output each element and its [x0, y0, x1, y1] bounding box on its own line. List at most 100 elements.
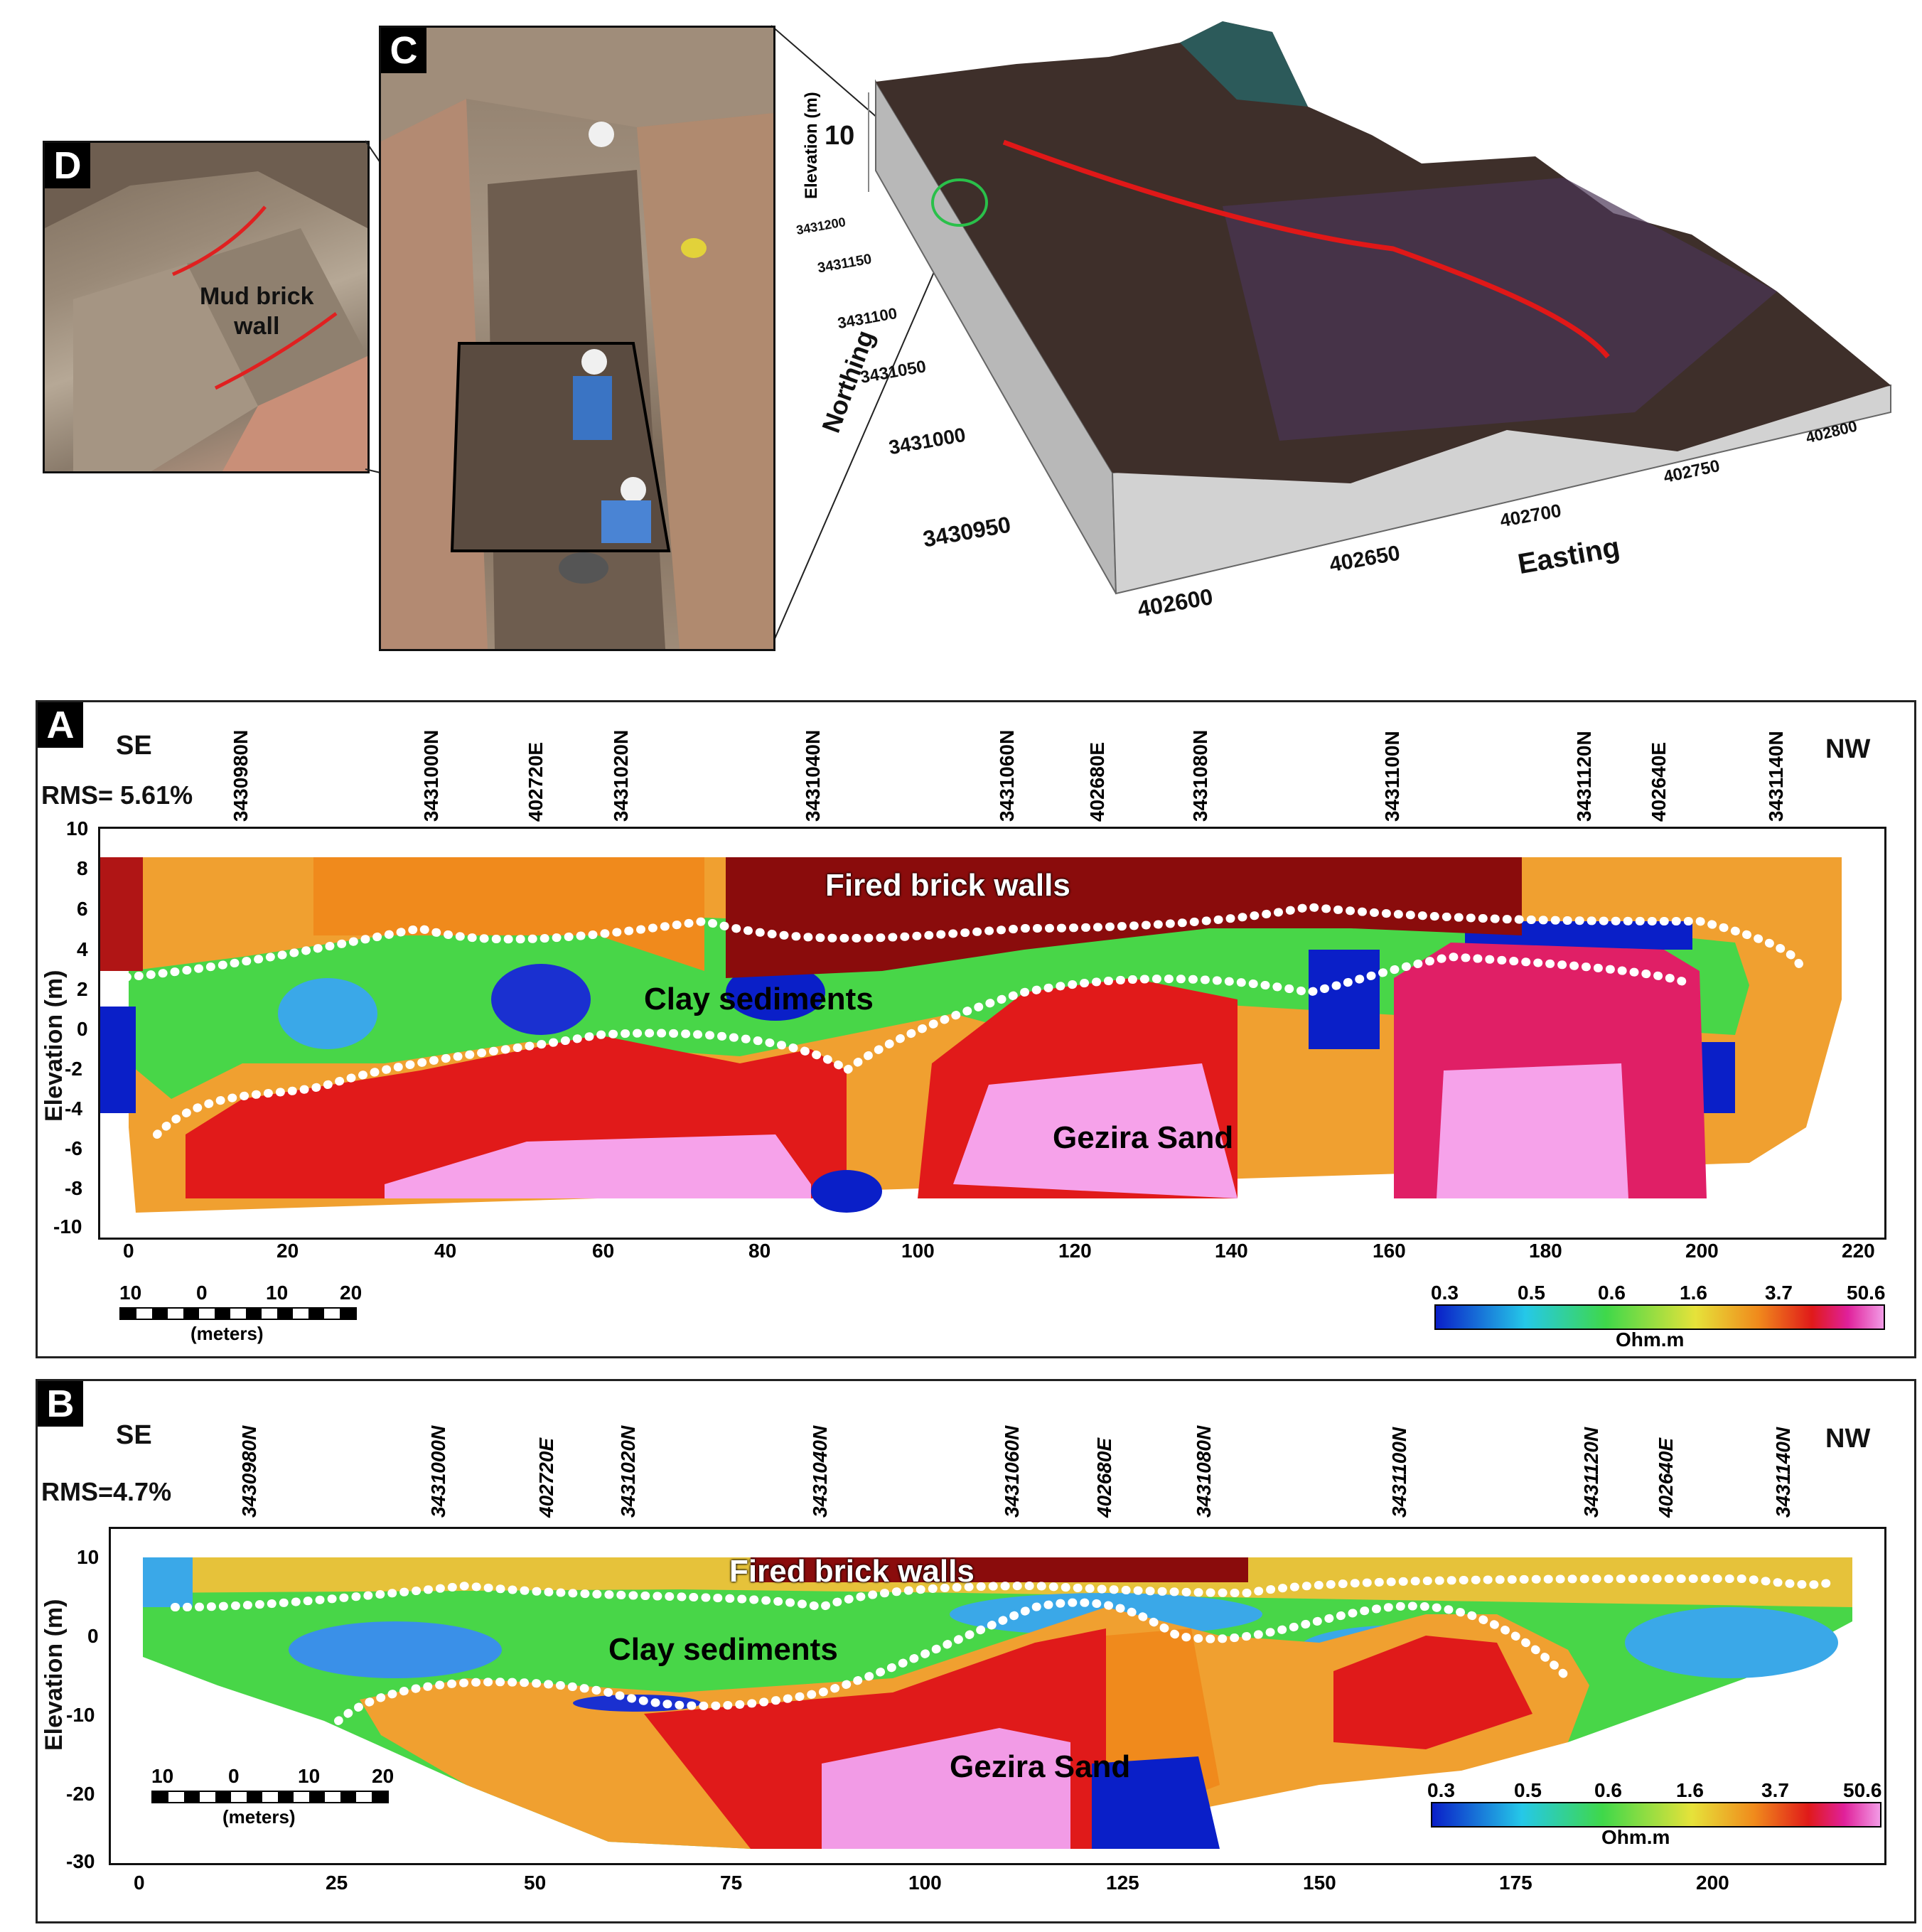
x-tick-b-6: 150 — [1303, 1872, 1336, 1894]
x-tick-b-8: 200 — [1696, 1872, 1729, 1894]
photo-d-illustration — [45, 143, 367, 471]
x-tick-a-1: 20 — [277, 1240, 299, 1262]
legend-b-3: 1.6 — [1676, 1779, 1704, 1801]
resistivity-section-b — [143, 1557, 1852, 1849]
legend-a-unit: Ohm.m — [1616, 1329, 1685, 1351]
coord-a-3: 3431020N — [610, 729, 632, 822]
rms-b: RMS=4.7% — [41, 1477, 172, 1506]
coord-a-2: 402720E — [525, 741, 547, 822]
profile-line — [1002, 139, 1610, 359]
coord-b-2: 402720E — [535, 1437, 557, 1518]
photo-c: C — [379, 26, 775, 651]
x-tick-a-11: 220 — [1842, 1240, 1875, 1262]
mud-brick-label-line2: wall — [234, 313, 280, 340]
direction-nw-b: NW — [1825, 1424, 1871, 1454]
scale-a-tick-3: 20 — [340, 1282, 363, 1304]
x-tick-a-0: 0 — [123, 1240, 134, 1262]
excavation-circle — [931, 178, 988, 227]
mud-brick-label-line1: Mud brick — [200, 283, 314, 310]
scale-b-unit: (meters) — [222, 1806, 296, 1828]
x-tick-a-8: 160 — [1373, 1240, 1406, 1262]
x-tick-b-4: 100 — [908, 1872, 942, 1894]
legend-b-2: 0.6 — [1594, 1779, 1622, 1801]
scale-a-bar — [119, 1307, 357, 1320]
coord-b-1: 3431000N — [427, 1425, 449, 1518]
y-tick-a-1: 8 — [77, 857, 88, 879]
legend-a-0: 0.3 — [1431, 1282, 1459, 1304]
coord-b-10: 402640E — [1655, 1437, 1677, 1518]
y-tick-a-10: -10 — [53, 1215, 82, 1238]
y-tick-a-0: 10 — [66, 817, 89, 839]
coord-a-10: 402640E — [1648, 741, 1670, 822]
legend-b: 0.3 0.5 0.6 1.6 3.7 50.6 Ohm.m — [1427, 1779, 1896, 1848]
layer-fired-brick-b: Fired brick walls — [729, 1554, 975, 1589]
legend-a-2: 0.6 — [1598, 1282, 1626, 1304]
scale-b-tick-1: 0 — [228, 1765, 240, 1787]
scale-a-tick-2: 10 — [266, 1282, 289, 1304]
x-tick-a-10: 200 — [1685, 1240, 1719, 1262]
legend-b-5: 50.6 — [1843, 1779, 1882, 1801]
y-tick-b-0: 10 — [77, 1546, 100, 1568]
legend-a-4: 3.7 — [1765, 1282, 1793, 1304]
y-label-b: Elevation (m) — [41, 1599, 68, 1751]
coord-a-7: 3431080N — [1189, 729, 1211, 822]
x-tick-a-3: 60 — [592, 1240, 615, 1262]
scale-b-tick-0: 10 — [151, 1765, 174, 1787]
scale-a-tick-1: 0 — [196, 1282, 208, 1304]
coord-b-7: 3431080N — [1193, 1425, 1215, 1518]
coord-a-1: 3431000N — [420, 729, 442, 822]
y-tick-b-2: -10 — [66, 1704, 95, 1726]
coord-a-6: 402680E — [1086, 741, 1108, 822]
y-tick-b-3: -20 — [66, 1783, 95, 1805]
panel-letter-b: B — [38, 1381, 83, 1427]
y-tick-a-9: -8 — [65, 1177, 82, 1199]
elevation-axis-label: Elevation (m) — [802, 92, 821, 199]
elevation-tick-10: 10 — [825, 121, 855, 151]
coord-b-4: 3431040N — [809, 1425, 831, 1518]
mud-wall-line-top — [171, 205, 267, 277]
coord-a-0: 3430980N — [230, 729, 252, 822]
legend-b-1: 0.5 — [1514, 1779, 1542, 1801]
direction-se-a: SE — [116, 731, 152, 761]
scale-a-unit: (meters) — [190, 1323, 264, 1344]
legend-a-colorbar — [1434, 1304, 1885, 1330]
layer-gezira-b: Gezira Sand — [950, 1749, 1131, 1784]
scale-b-tick-3: 20 — [372, 1765, 394, 1787]
scale-b-bar — [151, 1791, 389, 1803]
coord-a-8: 3431100N — [1381, 731, 1403, 822]
y-tick-a-7: -4 — [65, 1098, 82, 1120]
coord-a-5: 3431060N — [996, 729, 1018, 822]
layer-fired-brick-a: Fired brick walls — [825, 868, 1070, 903]
coord-b-0: 3430980N — [238, 1425, 260, 1518]
legend-a-1: 0.5 — [1518, 1282, 1545, 1304]
coord-b-8: 3431100N — [1388, 1427, 1410, 1518]
x-tick-b-1: 25 — [326, 1872, 348, 1894]
x-tick-a-9: 180 — [1529, 1240, 1562, 1262]
coord-a-9: 3431120N — [1573, 731, 1595, 822]
legend-a: 0.3 0.5 0.6 1.6 3.7 50.6 Ohm.m — [1431, 1282, 1900, 1351]
trench-outline — [450, 342, 671, 552]
x-tick-b-7: 175 — [1499, 1872, 1532, 1894]
legend-b-unit: Ohm.m — [1601, 1826, 1670, 1848]
legend-a-5: 50.6 — [1847, 1282, 1886, 1304]
x-tick-a-6: 120 — [1058, 1240, 1092, 1262]
scale-bar-b: 10 0 10 20 (meters) — [151, 1765, 400, 1829]
y-tick-a-5: 0 — [77, 1018, 88, 1040]
resistivity-section-a — [100, 857, 1842, 1213]
coord-b-9: 3431120N — [1580, 1427, 1602, 1518]
legend-a-3: 1.6 — [1680, 1282, 1707, 1304]
x-tick-a-2: 40 — [434, 1240, 457, 1262]
y-tick-a-2: 6 — [77, 898, 88, 920]
scale-bar-a: 10 0 10 20 (meters) — [119, 1282, 368, 1346]
plot-frame-b: Fired brick walls Clay sediments Gezira … — [109, 1527, 1886, 1865]
photo-d: D Mud brick wall — [43, 141, 370, 473]
coord-a-4: 3431040N — [802, 729, 824, 822]
layer-gezira-a: Gezira Sand — [1053, 1120, 1234, 1155]
direction-se-b: SE — [116, 1420, 152, 1450]
coord-b-5: 3431060N — [1001, 1425, 1023, 1518]
y-tick-b-1: 0 — [87, 1625, 99, 1647]
y-tick-a-3: 4 — [77, 938, 88, 960]
coord-b-11: 3431140N — [1772, 1427, 1794, 1518]
coord-a-11: 3431140N — [1765, 731, 1787, 822]
x-tick-b-5: 125 — [1106, 1872, 1139, 1894]
